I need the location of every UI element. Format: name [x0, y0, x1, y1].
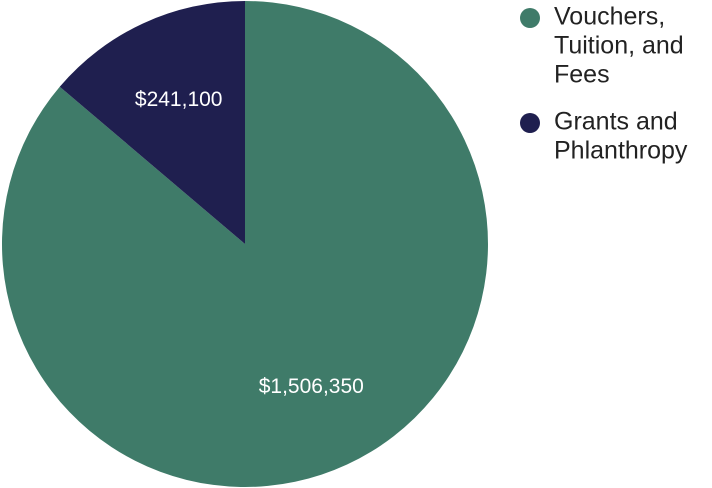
legend-label-2-line-2: Phlanthropy — [554, 137, 688, 165]
legend-label-2-line-1: Grants and — [554, 108, 678, 136]
legend-marker-1 — [520, 8, 540, 28]
pie-slice-2 — [59, 0, 245, 244]
legend-marker-2 — [520, 113, 540, 133]
legend-label-1-line-1: Vouchers, — [554, 3, 665, 31]
legend-label-1-line-2: Tuition, and — [554, 32, 684, 60]
pie-slice-1 — [1, 1, 488, 488]
slice-value-label-2: $241,100 — [135, 88, 223, 111]
slice-value-label-1: $1,506,350 — [259, 375, 364, 398]
slice-labels: $1,506,350 $241,100 — [135, 88, 364, 398]
legend-label-1-line-3: Fees — [554, 61, 610, 89]
pie-slices — [1, 0, 488, 488]
